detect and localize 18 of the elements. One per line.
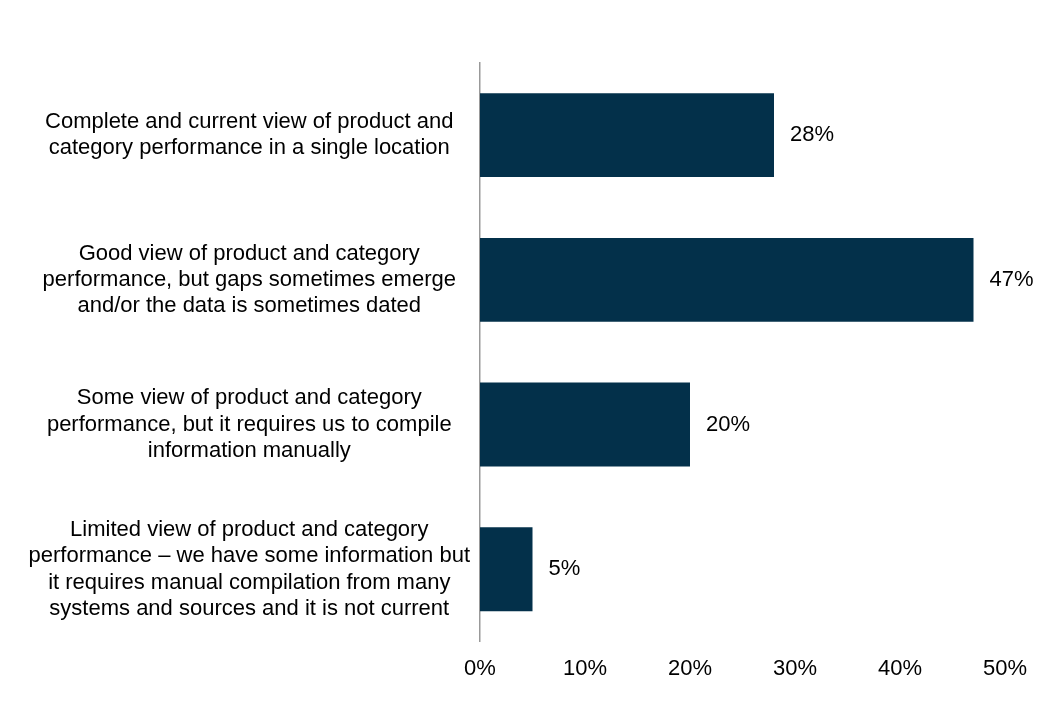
data-label: 5% [548,555,581,581]
x-tick-label: 30% [772,654,818,680]
x-tick-label: 40% [877,654,923,680]
data-label: 47% [989,265,1034,291]
x-tick-label: 20% [667,654,713,680]
bar [480,382,690,467]
y-tick-label: Some view of product and category performance, but it requires us to compile information manually [46,384,452,463]
y-tick-label: Complete and current view of product and category performance in a single location [45,108,454,160]
x-tick-label: 10% [562,654,608,680]
data-label: 28% [790,121,835,147]
bar [480,527,533,612]
data-label: 20% [706,410,751,436]
bar [480,237,974,322]
bar [480,93,774,178]
x-tick-label: 0% [464,654,496,680]
y-tick-label: Limited view of product and category performance – we have some information but it requires manual compilation from many systems and sources and it is not current [28,515,470,620]
x-tick-label: 50% [982,654,1028,680]
y-tick-label: Good view of product and category performance, but gaps sometimes emerge and/or the data is sometimes dated [42,239,456,318]
